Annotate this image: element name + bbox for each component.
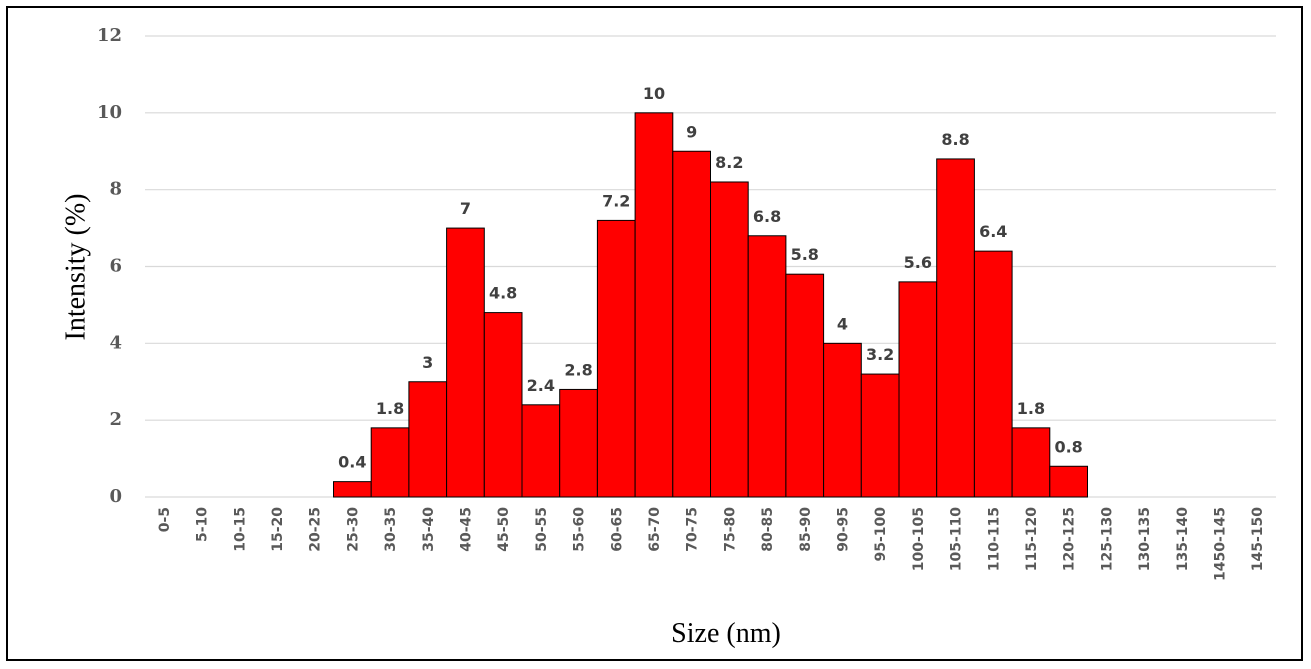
data-label: 2.4	[527, 376, 555, 395]
bar	[446, 227, 485, 498]
x-tick-label: 135-140	[1175, 507, 1191, 572]
bar	[672, 150, 711, 498]
bar	[559, 388, 598, 498]
x-tick-label: 105-110	[949, 507, 965, 572]
x-tick-label: 110-115	[986, 507, 1002, 571]
y-axis-ticks: 0 2 4 6 8 10 12	[97, 25, 122, 507]
bars	[333, 112, 1089, 498]
bar	[408, 381, 448, 498]
bar	[1011, 427, 1051, 498]
y-axis-title: Intensity (%)	[60, 194, 91, 341]
data-label: 6.4	[979, 222, 1007, 241]
x-tick-label: 80-85	[760, 507, 776, 552]
x-tick-label: 5-10	[195, 507, 211, 542]
bar	[747, 235, 787, 498]
data-label: 2.8	[564, 360, 592, 379]
x-tick-label: 0-5	[157, 507, 173, 532]
data-label: 6.8	[753, 207, 781, 226]
x-tick-label: 85-90	[798, 507, 814, 552]
data-label: 7.2	[602, 191, 630, 210]
bar	[483, 312, 523, 498]
x-tick-label: 25-30	[345, 507, 361, 552]
bar	[1049, 465, 1089, 498]
x-tick-label: 10-15	[232, 507, 248, 552]
x-tick-label: 60-65	[609, 507, 625, 552]
data-label: 5.6	[904, 253, 932, 272]
x-tick-label: 125-130	[1099, 507, 1115, 572]
x-tick-label: 55-60	[572, 507, 588, 552]
x-tick-label: 50-55	[534, 507, 550, 552]
data-label: 1.8	[1017, 399, 1045, 418]
x-tick-label: 65-70	[647, 507, 663, 552]
y-tick-label: 8	[109, 179, 122, 200]
bar	[596, 219, 636, 498]
x-tick-label: 100-105	[911, 507, 927, 571]
x-tick-label: 40-45	[458, 507, 474, 552]
bar	[823, 342, 862, 498]
x-tick-label: 75-80	[722, 507, 738, 552]
x-tick-label: 15-20	[270, 507, 286, 552]
bar	[634, 112, 674, 498]
y-tick-label: 2	[109, 409, 122, 430]
x-tick-label: 90-95	[835, 507, 851, 552]
y-tick-label: 6	[109, 256, 122, 277]
data-label: 1.8	[376, 399, 404, 418]
x-tick-label: 70-75	[685, 507, 701, 552]
data-label: 4.8	[489, 284, 517, 303]
y-tick-label: 4	[109, 332, 122, 353]
data-label: 4	[837, 314, 848, 333]
x-tick-label: 130-135	[1137, 507, 1153, 571]
x-tick-label: 35-40	[421, 507, 437, 552]
data-label: 0.4	[338, 453, 366, 472]
x-tick-label: 20-25	[308, 507, 324, 552]
bar	[860, 373, 900, 498]
data-label: 8.2	[715, 153, 743, 172]
x-tick-label: 115-120	[1024, 507, 1040, 572]
data-label: 3.2	[866, 345, 894, 364]
x-tick-label: 45-50	[496, 507, 512, 552]
bar	[521, 404, 561, 498]
x-tick-label: 30-35	[383, 507, 399, 552]
bar	[710, 181, 749, 498]
data-label: 10	[643, 84, 665, 103]
bar	[898, 281, 938, 498]
data-label: 8.8	[941, 130, 969, 149]
x-tick-label: 120-125	[1062, 507, 1078, 571]
data-label: 3	[422, 353, 433, 372]
x-tick-label: 1450-145	[1212, 507, 1228, 581]
x-axis-title: Size (nm)	[671, 618, 781, 649]
data-label: 9	[686, 122, 697, 141]
bar	[936, 158, 975, 498]
data-labels: 0.4 1.8 3 7 4.8 2.4 2.8 7.2 10 9 8.2 6.8 5.8 4 3.2 5.6 8…	[338, 84, 1083, 472]
bar	[785, 273, 825, 498]
x-tick-label: 95-100	[873, 507, 889, 562]
y-tick-label: 12	[97, 25, 122, 46]
x-axis-ticks: 0-5 5-10 10-15 15-20 20-25 25-30 30-35 35-40 40-…	[157, 507, 1266, 581]
bar	[370, 427, 410, 498]
data-label: 7	[460, 199, 471, 218]
y-tick-label: 10	[97, 102, 122, 123]
x-tick-label: 145-150	[1250, 507, 1266, 572]
data-label: 0.8	[1054, 437, 1082, 456]
bar	[973, 250, 1013, 498]
bar	[333, 481, 372, 498]
data-label: 5.8	[791, 245, 819, 264]
y-tick-label: 0	[109, 486, 122, 507]
